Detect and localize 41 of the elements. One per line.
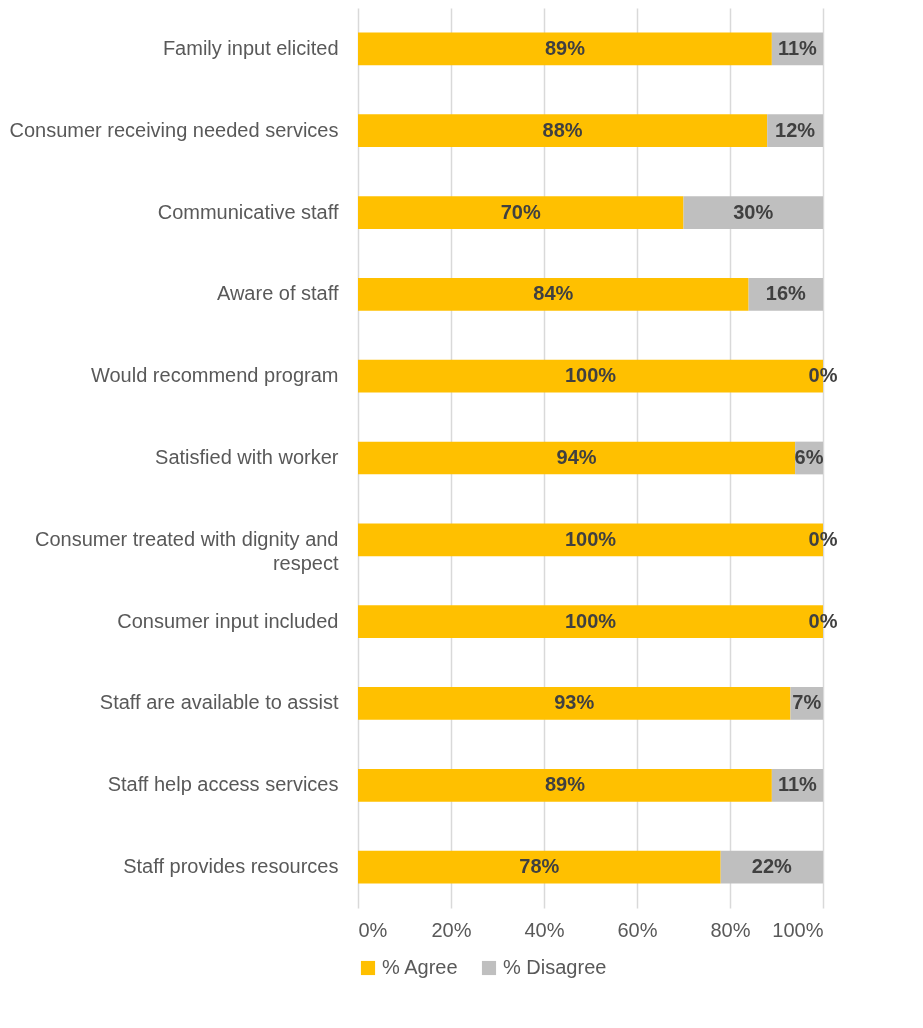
data-label: 0% <box>808 609 838 632</box>
x-tick-label: 80% <box>710 918 751 941</box>
x-tick-label: 40% <box>524 918 565 941</box>
data-label: 93% <box>554 691 595 714</box>
y-tick-label: Staff provides resources <box>123 855 339 878</box>
y-tick-label: Satisfied with worker <box>155 446 339 468</box>
y-tick-label: Consumer receiving needed services <box>9 118 339 141</box>
y-tick-label: Family input elicited <box>162 36 339 59</box>
data-label: 0% <box>808 364 838 387</box>
legend-label: % Disagree <box>503 956 607 978</box>
data-label: 100% <box>564 527 617 550</box>
legend-label: % Agree <box>382 956 458 978</box>
data-label: 89% <box>544 36 586 59</box>
data-label: 11% <box>777 773 818 796</box>
data-label: 7% <box>792 691 822 714</box>
y-tick-label: Communicative staff <box>157 200 339 223</box>
y-tick-label: Aware of staff <box>216 282 339 305</box>
data-label: 30% <box>733 200 774 223</box>
data-label: 84% <box>533 282 574 305</box>
data-label: 89% <box>544 773 586 796</box>
data-label: 88% <box>542 118 583 141</box>
data-label: 78% <box>519 855 560 878</box>
x-tick-label: 0% <box>358 918 388 941</box>
data-label: 94% <box>556 446 597 468</box>
data-label: 100% <box>564 364 617 387</box>
data-label: 100% <box>564 609 617 632</box>
y-tick-label: Consumer input included <box>117 609 339 632</box>
data-label: 11% <box>777 36 818 59</box>
data-label: 0% <box>808 527 838 550</box>
x-tick-label: 100% <box>772 918 824 941</box>
x-tick-label: 60% <box>617 918 658 941</box>
y-tick-label: Would recommend program <box>90 364 339 387</box>
data-label: 16% <box>765 282 807 305</box>
data-label: 12% <box>775 118 816 141</box>
data-label: 6% <box>794 446 824 468</box>
data-label: 22% <box>751 855 793 878</box>
y-tick-label: Staff are available to assist <box>99 691 339 714</box>
y-tick-label: Staff help access services <box>107 773 339 796</box>
data-label: 70% <box>500 200 541 223</box>
y-tick-label: Consumer treated with dignity and respect <box>35 527 339 574</box>
x-tick-label: 20% <box>431 918 472 941</box>
